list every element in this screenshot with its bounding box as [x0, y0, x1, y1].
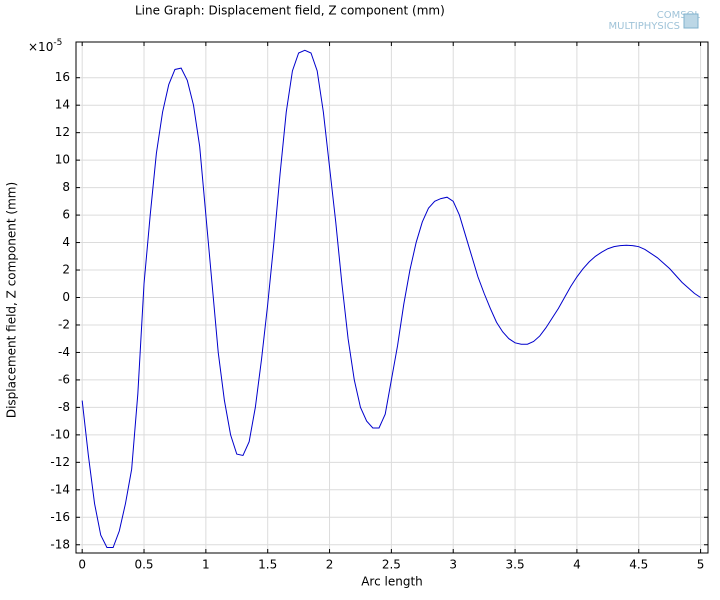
- y-tick-label: -8: [58, 400, 70, 414]
- y-tick-label: -10: [50, 427, 70, 441]
- plot-frame: [75, 41, 709, 554]
- y-tick-label: -16: [50, 510, 70, 524]
- y-tick-label: 0: [62, 290, 70, 304]
- y-multiplier: ×10-5: [28, 38, 62, 54]
- y-tick-label: 6: [62, 208, 70, 222]
- x-tick-label: 2: [326, 558, 334, 572]
- data-line: [81, 49, 701, 549]
- y-axis-label: Displacement field, Z component (mm): [5, 182, 19, 418]
- y-multiplier-base: ×10: [28, 40, 53, 54]
- y-tick-label: -18: [50, 537, 70, 551]
- y-multiplier-exp: -5: [53, 38, 62, 48]
- y-tick-label: 16: [55, 70, 70, 84]
- x-tick-label: 4.5: [629, 558, 648, 572]
- y-tick-label: 10: [55, 153, 70, 167]
- y-tick-label: -14: [50, 482, 70, 496]
- logo-icon: [683, 13, 699, 29]
- y-tick-label: -12: [50, 455, 70, 469]
- x-tick-label: 3.5: [506, 558, 525, 572]
- x-tick-label: 0: [78, 558, 86, 572]
- y-tick-label: 2: [62, 263, 70, 277]
- x-axis-label: Arc length: [361, 575, 423, 589]
- x-tick-label: 3: [449, 558, 457, 572]
- x-tick-label: 1: [202, 558, 210, 572]
- y-tick-label: -2: [58, 317, 70, 331]
- y-tick-label: -6: [58, 372, 70, 386]
- logo-line: COMSOL: [657, 10, 701, 21]
- x-tick-label: 5: [697, 558, 705, 572]
- y-tick-label: 8: [62, 180, 70, 194]
- x-tick-label: 2.5: [382, 558, 401, 572]
- y-tick-label: 4: [62, 235, 70, 249]
- y-tick-label: -4: [58, 345, 70, 359]
- x-tick-label: 0.5: [134, 558, 153, 572]
- x-tick-label: 1.5: [258, 558, 277, 572]
- y-tick-label: 12: [55, 125, 70, 139]
- x-tick-label: 4: [573, 558, 581, 572]
- y-tick-label: 14: [55, 98, 70, 112]
- chart-title: Line Graph: Displacement field, Z compon…: [135, 4, 445, 18]
- logo-line: MULTIPHYSICS: [609, 21, 680, 32]
